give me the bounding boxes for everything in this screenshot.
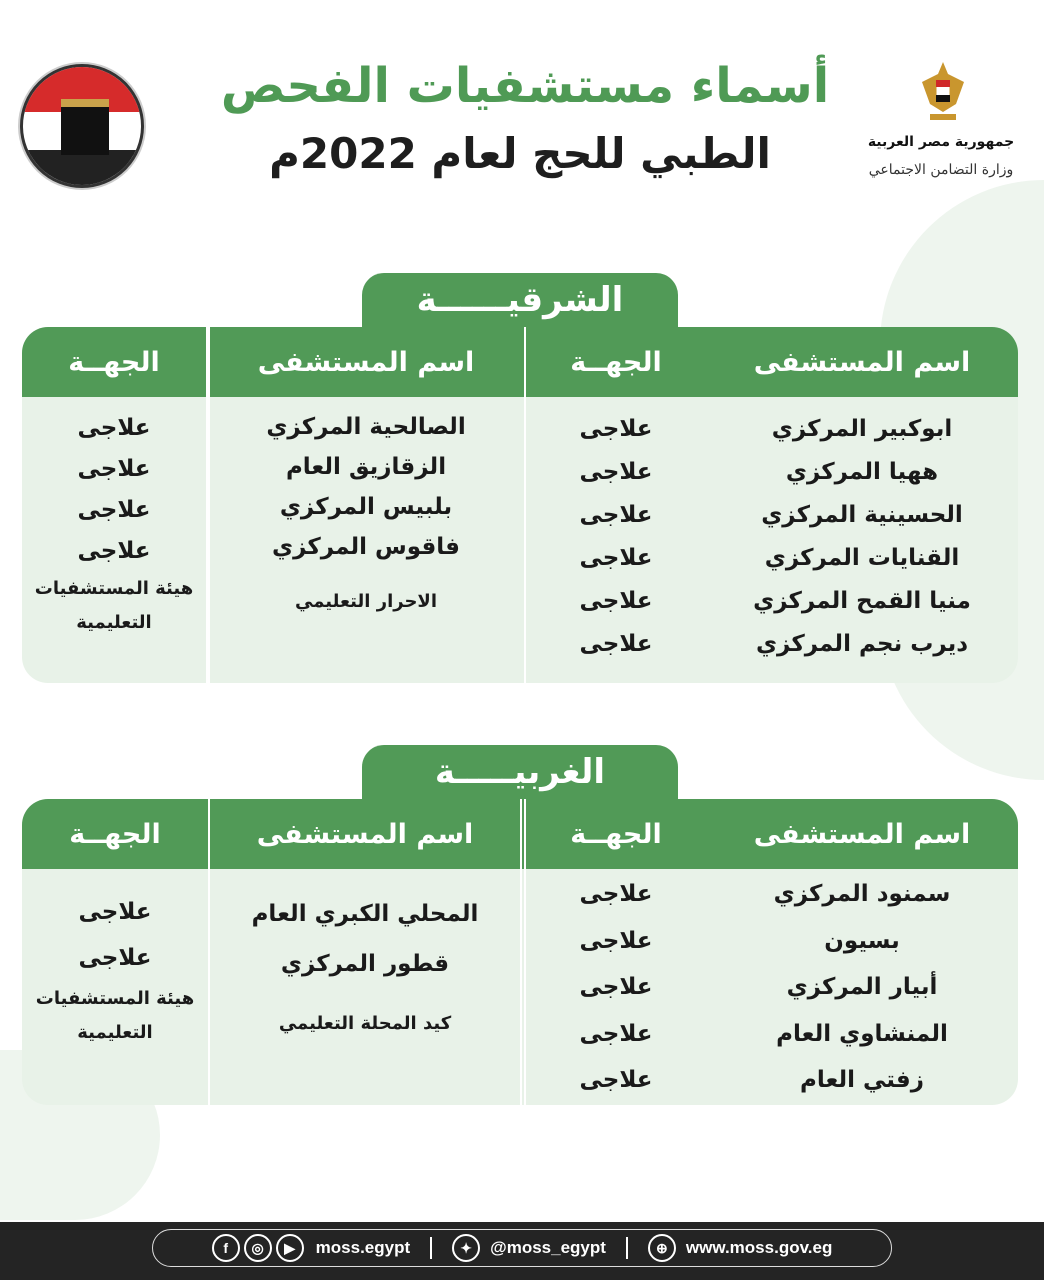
egypt-eagle-emblem-icon [922, 62, 964, 120]
table-cell: علاجى [579, 458, 653, 485]
table-cell: ديرب نجم المركزي [755, 630, 969, 657]
table-cell: علاجى [579, 881, 653, 908]
table-cell: علاجى [579, 587, 653, 614]
table-cell: علاجى [579, 927, 653, 954]
instagram-icon[interactable]: ◎ [243, 1234, 272, 1262]
table-cell: علاجى [579, 630, 653, 657]
page-subtitle: الطبي للحج لعام 2022م [269, 129, 771, 178]
table-cell: علاجى [579, 1020, 653, 1047]
social-links: f ◎ ▶ moss.egypt ✦ @moss_egypt ⊕ www.mos… [152, 1229, 892, 1267]
col-hospital-left: اسم المستشفى المحلي الكبري العام قطور الم… [208, 799, 522, 1105]
hospitals-table: اسم المستشفى سمنود المركزي بسيون أبيار الم… [22, 799, 1018, 1105]
column-header: الجهــة [570, 819, 662, 850]
col-type-right: الجهــة علاجى علاجى علاجى علاجى علاجى [524, 799, 706, 1105]
table-cell: بلبيس المركزي [279, 494, 453, 520]
table-cell: علاجى [77, 496, 151, 523]
table-cell: بسيون [824, 927, 900, 954]
table-cell: أبيار المركزي [786, 974, 938, 1001]
column-header: الجهــة [68, 347, 160, 378]
column-header: اسم المستشفى [753, 819, 971, 850]
table-cell: سمنود المركزي [773, 881, 951, 908]
table-cell: الاحرار التعليمي [295, 591, 437, 612]
twitter-handle-link[interactable]: @moss_egypt [490, 1238, 606, 1257]
column-header: الجهــة [69, 819, 161, 850]
table-cell: علاجى [77, 414, 151, 441]
table-cell: علاجى [579, 1067, 653, 1094]
column-header: اسم المستشفى [753, 347, 971, 378]
footer: f ◎ ▶ moss.egypt ✦ @moss_egypt ⊕ www.mos… [0, 1222, 1044, 1280]
table-cell: منيا القمح المركزي [753, 587, 971, 614]
table-cell: علاجى [77, 455, 151, 482]
col-type-right: الجهــة علاجى علاجى علاجى علاجى علاجى علاجى [524, 327, 706, 683]
table-cell: كيد المحلة التعليمي [278, 1013, 452, 1034]
table-cell: علاجى [77, 537, 151, 564]
table-cell: علاجى [78, 899, 152, 925]
youtube-icon[interactable]: ▶ [275, 1234, 304, 1262]
table-cell: هيئة المستشفيات التعليمية [35, 988, 195, 1043]
col-type-left: الجهــة علاجى علاجى علاجى علاجى هيئة المستشف… [22, 327, 208, 683]
website-link[interactable]: www.moss.gov.eg [685, 1238, 833, 1257]
table-cell: المنشاوي العام [776, 1020, 948, 1047]
hospitals-table: اسم المستشفى ابوكبير المركزي ههيا المركزي… [22, 327, 1018, 683]
facebook-handle-link[interactable]: moss.egypt [315, 1238, 411, 1257]
col-hospital-left: اسم المستشفى الصالحية المركزي الزقازيق ال… [208, 327, 522, 683]
table-cell: زفتي العام [800, 1067, 924, 1094]
table-cell: علاجى [579, 974, 653, 1001]
section-gharbia: الغربيـــــة اسم المستشفى سمنود المركزي ب… [22, 745, 1018, 1105]
table-cell: علاجى [579, 544, 653, 571]
table-cell: الصالحية المركزي [266, 414, 466, 440]
twitter-icon[interactable]: ✦ [452, 1234, 481, 1262]
table-cell: الحسينية المركزي [761, 501, 963, 528]
table-cell: علاجى [78, 945, 152, 971]
section-sharqia: الشرقيــــــة اسم المستشفى ابوكبير المرك… [22, 273, 1018, 683]
column-header: اسم المستشفى [256, 819, 474, 850]
table-cell: فاقوس المركزي [272, 534, 460, 560]
kaaba-icon [61, 99, 109, 155]
col-hospital-right: اسم المستشفى ابوكبير المركزي ههيا المركزي… [706, 327, 1018, 683]
ministry-name: وزارة التضامن الاجتماعي [868, 162, 1014, 178]
table-cell: قطور المركزي [280, 951, 450, 977]
table-cell: علاجى [579, 415, 653, 442]
section-title: الغربيـــــة [362, 745, 678, 805]
table-cell: الزقازيق العام [285, 454, 447, 480]
column-header: اسم المستشفى [257, 347, 475, 378]
gov-name: جمهورية مصر العربية [867, 134, 1015, 150]
section-title: الشرقيــــــة [362, 273, 678, 333]
table-cell: القنايات المركزي [764, 544, 960, 571]
col-hospital-right: اسم المستشفى سمنود المركزي بسيون أبيار الم… [706, 799, 1018, 1105]
table-cell: علاجى [579, 501, 653, 528]
col-type-left: الجهــة علاجى علاجى هيئة المستشفيات التعلي… [22, 799, 208, 1105]
table-cell: ابوكبير المركزي [771, 415, 953, 442]
page-title: أسماء مستشفيات الفحص [220, 58, 830, 114]
globe-icon: ⊕ [647, 1234, 676, 1262]
table-cell: المحلي الكبري العام [251, 901, 479, 927]
facebook-icon[interactable]: f [211, 1234, 240, 1262]
table-cell: ههيا المركزي [785, 458, 939, 485]
table-cell: هيئة المستشفيات التعليمية [34, 578, 194, 633]
column-header: الجهــة [570, 347, 662, 378]
hajj-foundation-logo [20, 64, 144, 188]
